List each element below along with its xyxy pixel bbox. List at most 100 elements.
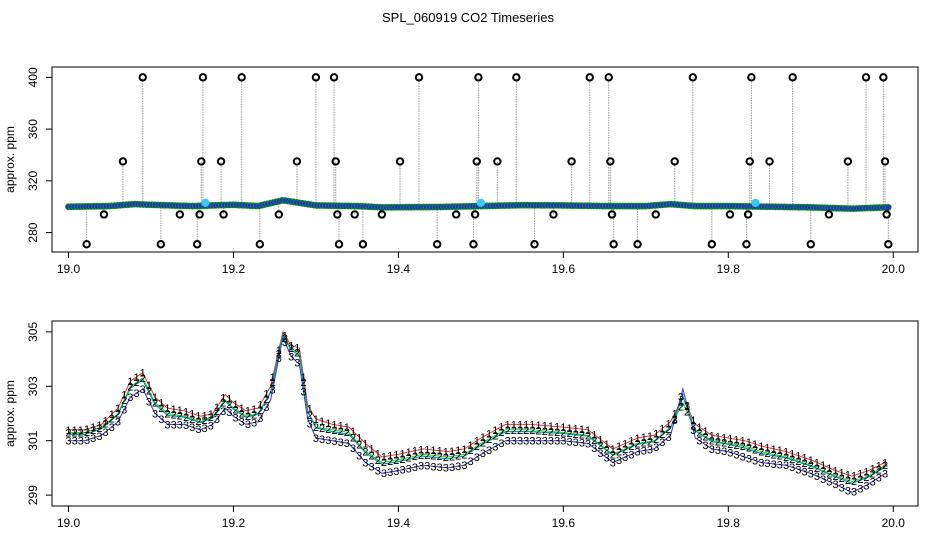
series-2-marker: 2 xyxy=(635,438,641,450)
series-2-marker: 2 xyxy=(276,349,282,361)
outlier-point xyxy=(604,73,613,82)
series-1-marker: 1 xyxy=(307,404,313,416)
series-1-marker: 1 xyxy=(369,444,375,456)
series-3-line xyxy=(68,335,886,493)
series-2-marker: 2 xyxy=(703,432,709,444)
series-2-marker: 2 xyxy=(480,437,486,449)
series-2-marker: 2 xyxy=(777,451,783,463)
series-2-marker: 2 xyxy=(628,441,634,453)
series-2-marker: 2 xyxy=(214,406,220,418)
series-3-marker: 3 xyxy=(208,420,214,432)
series-3-marker: 3 xyxy=(369,462,375,474)
outlier-point xyxy=(861,73,871,82)
series-3-marker: 3 xyxy=(437,462,443,474)
series-3-marker: 3 xyxy=(362,457,368,469)
outlier-point xyxy=(609,240,618,249)
series-1-marker: 1 xyxy=(418,444,424,456)
series-1-marker: 1 xyxy=(399,448,405,460)
series-1-marker: 1 xyxy=(115,403,121,415)
series-1-marker: 1 xyxy=(282,330,288,342)
series-2-marker: 2 xyxy=(399,454,405,466)
series-3-marker: 3 xyxy=(96,431,102,443)
series-2-marker: 2 xyxy=(820,466,826,478)
series-3-marker: 3 xyxy=(325,435,331,447)
series-3-marker: 3 xyxy=(542,436,548,448)
series-3-marker: 3 xyxy=(300,387,306,399)
series-2-marker: 2 xyxy=(764,448,770,460)
outlier-point xyxy=(99,210,109,219)
series-1-marker: 1 xyxy=(133,372,139,384)
series-2-marker: 2 xyxy=(505,425,511,437)
series-3-marker: 3 xyxy=(171,419,177,431)
series-1-marker: 1 xyxy=(270,372,276,384)
series-1-marker: 1 xyxy=(356,432,362,444)
series-3-marker: 3 xyxy=(294,357,300,369)
series-1-marker: 1 xyxy=(653,429,659,441)
series-2-marker: 2 xyxy=(406,452,412,464)
series-3-marker: 3 xyxy=(536,436,542,448)
series-3-marker: 3 xyxy=(257,413,263,425)
bottom-x-tick-label: 19.2 xyxy=(222,516,246,530)
bottom-y-tick-label: 301 xyxy=(26,430,40,450)
series-3-marker: 3 xyxy=(727,447,733,459)
series-2-marker: 2 xyxy=(474,441,480,453)
outlier-point xyxy=(493,157,502,166)
series-2-marker: 2 xyxy=(523,425,529,437)
series-3-marker: 3 xyxy=(461,460,467,472)
series-3-marker: 3 xyxy=(109,422,115,434)
series-2-marker: 2 xyxy=(802,458,808,470)
series-2-marker: 2 xyxy=(338,426,344,438)
series-1-marker: 1 xyxy=(381,452,387,464)
series-1-marker: 1 xyxy=(684,401,690,413)
outlier-point xyxy=(255,240,265,249)
series-2-marker: 2 xyxy=(140,373,146,385)
series-1-marker: 1 xyxy=(437,446,443,458)
series-1-marker: 1 xyxy=(72,425,78,437)
series-2-marker: 2 xyxy=(90,425,96,437)
series-1-marker: 1 xyxy=(678,396,684,408)
top-x-tick-label: 19.0 xyxy=(57,262,81,276)
outlier-point xyxy=(884,240,893,249)
series-1-marker: 1 xyxy=(733,434,739,446)
series-2-marker: 2 xyxy=(226,399,232,411)
series-3-marker: 3 xyxy=(486,445,492,457)
series-2-marker: 2 xyxy=(121,395,127,407)
outlier-point xyxy=(670,157,679,166)
series-1-marker: 1 xyxy=(635,433,641,445)
series-3-marker: 3 xyxy=(183,420,189,432)
data-point xyxy=(884,203,892,211)
series-1-marker: 1 xyxy=(350,426,356,438)
top-y-tick-label: 360 xyxy=(26,119,40,139)
series-3-marker: 3 xyxy=(659,437,665,449)
outlier-point xyxy=(333,210,342,219)
series-3-marker: 3 xyxy=(307,419,313,431)
series-1-marker: 1 xyxy=(857,468,863,480)
series-3-marker: 3 xyxy=(740,451,746,463)
series-1-marker: 1 xyxy=(300,372,306,384)
series-2-marker: 2 xyxy=(208,412,214,424)
top-x-tick-label: 19.6 xyxy=(552,262,576,276)
series-2-marker: 2 xyxy=(72,428,78,440)
series-1-marker: 1 xyxy=(536,420,542,432)
series-1-marker: 1 xyxy=(480,432,486,444)
series-1-marker: 1 xyxy=(808,455,814,467)
series-3-marker: 3 xyxy=(771,459,777,471)
series-1-marker: 1 xyxy=(579,424,585,436)
outlier-point xyxy=(469,240,478,249)
series-2-marker: 2 xyxy=(684,407,690,419)
series-2-marker: 2 xyxy=(307,410,313,422)
series-2-marker: 2 xyxy=(393,455,399,467)
outlier-point xyxy=(432,240,442,249)
outlier-point xyxy=(843,157,853,166)
outlier-point xyxy=(824,210,834,219)
series-3-marker: 3 xyxy=(356,450,362,462)
series-1-marker: 1 xyxy=(486,428,492,440)
series-1-marker: 1 xyxy=(424,444,430,456)
series-2-marker: 2 xyxy=(65,428,71,440)
series-2-marker: 2 xyxy=(96,423,102,435)
series-1-marker: 1 xyxy=(245,405,251,417)
series-1-marker: 1 xyxy=(610,444,616,456)
series-1-marker: 1 xyxy=(430,445,436,457)
series-2-marker: 2 xyxy=(418,450,424,462)
